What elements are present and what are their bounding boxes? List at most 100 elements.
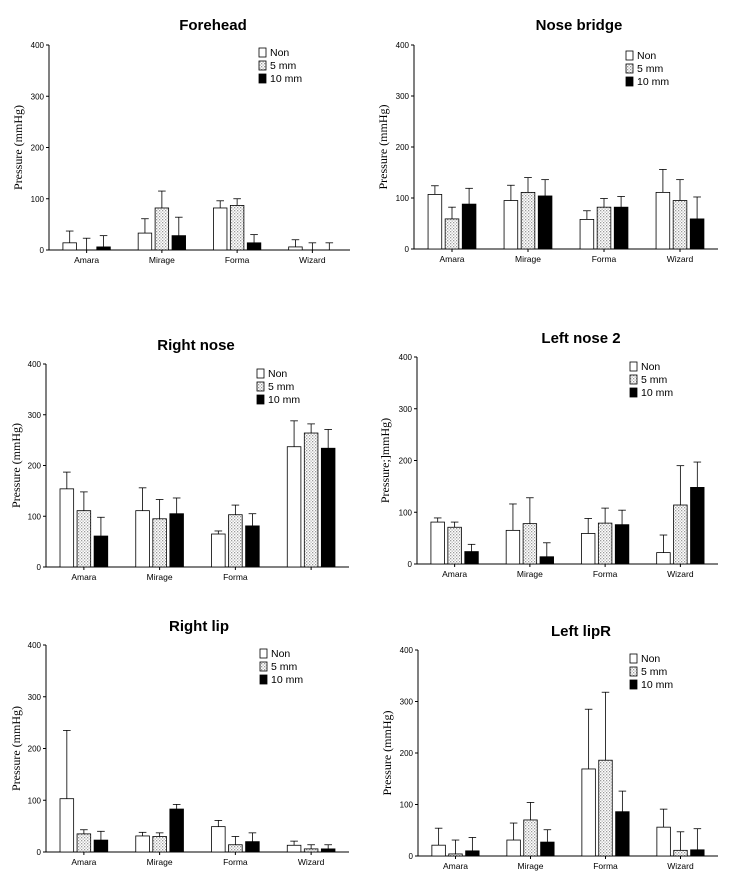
legend-swatch-non [625, 50, 634, 61]
x-tick-label: Amara [442, 569, 467, 579]
legend-swatch-10-mm [256, 394, 265, 405]
bar-10-mm-amara [461, 203, 477, 250]
y-tick-label: 0 [409, 852, 414, 861]
bar-10-mm-mirage [537, 195, 553, 250]
legend-label: 5 mm [270, 60, 297, 72]
y-tick-label: 200 [31, 144, 45, 153]
chart-panel-right-lip: Right lip Pressure (mmHg) 0 100 200 300 400 Ama… [9, 618, 349, 867]
legend-swatch-non [256, 368, 265, 379]
x-tick-label: Forma [225, 255, 250, 265]
y-tick-label: 200 [399, 457, 413, 466]
bar-non-wizard [286, 844, 302, 853]
bar-10-mm-mirage [540, 841, 555, 857]
legend-label: 10 mm [637, 76, 669, 88]
bar-5-mm-forma [228, 514, 243, 568]
legend-label: Non [637, 50, 656, 62]
bar-5-mm-wizard [673, 849, 688, 857]
bar-non-wizard [656, 826, 671, 857]
legend-label: 5 mm [641, 374, 668, 386]
legend-label: Non [270, 47, 289, 59]
legend-label: 10 mm [641, 387, 673, 399]
bar-5-mm-amara [448, 853, 463, 857]
x-tick-label: Mirage [147, 857, 173, 867]
y-tick-label: 300 [28, 411, 42, 420]
legend-label: Non [641, 653, 660, 665]
bar-5-mm-wizard [303, 848, 319, 853]
y-tick-label: 400 [28, 641, 42, 650]
legend-label: 10 mm [268, 394, 300, 406]
chart-title: Right lip [169, 618, 229, 635]
chart-title: Left nose 2 [541, 330, 620, 347]
legend-swatch-non [258, 47, 267, 58]
x-tick-label: Forma [593, 569, 618, 579]
legend-label: 10 mm [641, 679, 673, 691]
y-tick-label: 400 [31, 41, 45, 50]
y-tick-label: 0 [37, 848, 42, 857]
legend-swatch-5-mm [625, 63, 634, 74]
y-tick-label: 300 [400, 698, 414, 707]
chart-title: Forehead [179, 17, 247, 34]
legend-swatch-non [629, 653, 638, 664]
y-axis-label: Pressure (mmHg) [376, 105, 390, 190]
bar-5-mm-amara [76, 510, 92, 568]
legend-swatch-10-mm [259, 674, 268, 685]
bar-10-mm-wizard [690, 487, 705, 565]
y-tick-label: 0 [405, 245, 410, 254]
y-tick-label: 200 [400, 749, 414, 758]
bar-5-mm-mirage [152, 836, 167, 853]
legend-swatch-5-mm [629, 666, 638, 677]
bar-non-forma [211, 826, 226, 853]
y-tick-label: 100 [28, 512, 42, 521]
y-tick-label: 0 [37, 563, 42, 572]
chart-panel-nose-bridge: Nose bridge Pressure (mmHg) 0 100 200 300 400 A… [376, 17, 718, 264]
legend-swatch-5-mm [258, 60, 267, 71]
y-tick-label: 100 [31, 195, 45, 204]
y-tick-label: 100 [396, 194, 410, 203]
y-axis-label: Pressure (mmHg) [9, 423, 23, 508]
x-tick-label: Forma [223, 857, 248, 867]
legend-swatch-non [259, 648, 268, 659]
x-tick-label: Wizard [298, 857, 325, 867]
chart-title: Nose bridge [536, 17, 623, 34]
x-tick-label: Forma [223, 572, 248, 582]
y-tick-label: 0 [408, 560, 413, 569]
bar-10-mm-mirage [171, 235, 186, 251]
bar-5-mm-forma [229, 205, 245, 251]
x-tick-label: Forma [592, 254, 617, 264]
bar-non-amara [431, 844, 446, 857]
bar-non-forma [581, 533, 596, 565]
bar-5-mm-forma [596, 206, 612, 250]
bar-10-mm-mirage [169, 808, 184, 853]
bar-10-mm-amara [93, 839, 109, 853]
y-axis-label: Pressure (mmHg) [9, 706, 23, 791]
x-tick-label: Wizard [667, 569, 694, 579]
x-tick-label: Amara [74, 255, 99, 265]
bar-10-mm-amara [96, 246, 111, 251]
bar-non-wizard [288, 246, 303, 251]
x-tick-label: Amara [71, 572, 96, 582]
bar-5-mm-mirage [523, 819, 538, 857]
bar-5-mm-amara [447, 526, 462, 565]
x-tick-label: Wizard [299, 255, 326, 265]
y-tick-label: 300 [399, 405, 413, 414]
bar-10-mm-forma [615, 811, 630, 857]
legend-label: 5 mm [641, 666, 668, 678]
legend-label: Non [268, 368, 287, 380]
bar-non-group3 [286, 446, 302, 568]
legend-label: 5 mm [268, 381, 295, 393]
bar-10-mm-forma [614, 524, 630, 565]
y-tick-label: 100 [399, 508, 413, 517]
y-tick-label: 300 [28, 693, 42, 702]
bar-5-mm-forma [228, 844, 243, 853]
bar-10-mm-wizard [689, 218, 705, 250]
x-tick-label: Amara [71, 857, 96, 867]
y-axis-label: Pressure;]mmHg) [378, 418, 392, 503]
y-tick-label: 400 [399, 353, 413, 362]
legend-label: Non [271, 648, 290, 660]
legend-swatch-10-mm [625, 76, 634, 87]
bar-5-mm-mirage [520, 191, 536, 250]
chart-title: Right nose [157, 337, 235, 354]
